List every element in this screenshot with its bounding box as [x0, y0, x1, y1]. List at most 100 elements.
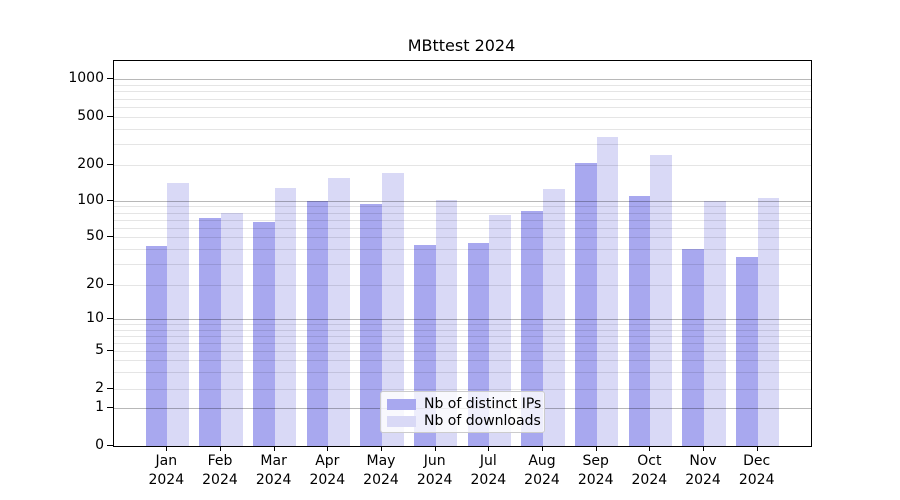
y-tick-mark: [107, 388, 113, 390]
y-tick-mark: [107, 406, 113, 408]
x-tick-label: Jul 2024: [470, 453, 507, 488]
chart-title: MBttest 2024: [407, 36, 516, 55]
x-tick-mark: [649, 446, 651, 451]
bar-ips-aug: [521, 211, 543, 446]
y-tick-label: 2: [95, 380, 104, 397]
x-tick-label: Dec 2024: [738, 453, 775, 488]
x-tick-mark: [542, 446, 543, 451]
bar-downloads-jul: [489, 214, 511, 446]
x-tick-mark: [219, 446, 221, 451]
gridline-minor: [114, 107, 811, 109]
gridline-minor: [114, 329, 811, 331]
bar-ips-nov: [682, 248, 705, 446]
y-tick-mark: [107, 350, 113, 351]
legend-item: Nb of distinct IPs: [387, 396, 542, 413]
y-tick-label: 5: [95, 342, 104, 358]
y-tick-label: 0: [95, 437, 104, 453]
gridline-minor: [114, 351, 811, 352]
gridline-minor: [114, 206, 811, 208]
legend-swatch-ips: [387, 399, 416, 410]
y-tick-label: 50: [86, 228, 104, 244]
gridline-major: [114, 319, 811, 321]
x-tick-label: Oct 2024: [631, 453, 668, 488]
gridline-minor: [114, 117, 811, 118]
y-tick-mark: [107, 318, 113, 320]
y-tick-label: 1000: [68, 70, 104, 87]
x-tick-label: Jun 2024: [416, 453, 453, 488]
y-tick-label: 10: [86, 310, 104, 327]
y-tick-mark: [107, 200, 113, 201]
bar-ips-sep: [575, 163, 597, 446]
x-tick-label: May 2024: [363, 453, 399, 488]
x-tick-label: Feb 2024: [202, 453, 238, 488]
bar-ips-feb: [199, 218, 221, 446]
bar-downloads-sep: [596, 137, 619, 446]
y-tick-mark: [107, 163, 113, 165]
x-tick-label: Apr 2024: [309, 453, 346, 488]
y-tick-label: 1: [95, 398, 104, 415]
bar-downloads-mar: [274, 188, 297, 446]
bar-downloads-aug: [543, 188, 565, 446]
y-tick-mark: [107, 236, 113, 237]
gridline-minor: [114, 342, 811, 344]
bar-downloads-jun: [435, 199, 458, 446]
gridline-minor: [114, 164, 811, 166]
plot-area: [113, 60, 812, 447]
x-tick-label: Sep 2024: [577, 453, 614, 488]
legend-label: Nb of downloads: [424, 413, 541, 429]
x-tick-mark: [595, 446, 597, 451]
y-tick-mark: [107, 284, 113, 285]
gridline-minor: [114, 389, 811, 391]
gridline-minor: [114, 285, 811, 286]
legend: Nb of distinct IPs Nb of downloads: [380, 391, 545, 433]
x-tick-mark: [327, 446, 329, 451]
gridline-major: [114, 79, 811, 81]
y-tick-mark: [107, 78, 113, 80]
x-tick-mark: [488, 446, 490, 451]
x-tick-label: Aug 2024: [524, 453, 560, 488]
legend-swatch-downloads: [387, 416, 416, 427]
gridline-minor: [114, 324, 811, 326]
gridline-minor: [114, 248, 811, 250]
x-tick-label: Mar 2024: [255, 453, 292, 488]
bar-downloads-oct: [650, 155, 672, 446]
x-tick-label: Jan 2024: [148, 453, 185, 488]
gridline-minor: [114, 237, 811, 238]
gridline-minor: [114, 212, 811, 214]
bar-downloads-may: [381, 173, 404, 446]
gridline-minor: [114, 219, 811, 221]
y-tick-label: 200: [77, 155, 104, 172]
y-tick-label: 20: [86, 276, 104, 292]
x-tick-mark: [166, 446, 168, 451]
bar-downloads-nov: [704, 201, 726, 446]
x-tick-mark: [380, 446, 382, 451]
y-tick-label: 500: [77, 108, 104, 124]
legend-item: Nb of downloads: [387, 413, 541, 430]
x-tick-mark: [756, 446, 758, 451]
bar-downloads-feb: [220, 212, 243, 446]
x-tick-mark: [703, 446, 705, 451]
x-tick-mark: [273, 446, 275, 451]
legend-label: Nb of distinct IPs: [424, 396, 542, 412]
bar-downloads-dec: [757, 198, 780, 446]
x-tick-mark: [434, 446, 436, 451]
bar-ips-apr: [306, 201, 329, 446]
y-tick-label: 100: [77, 192, 104, 208]
bar-downloads-jan: [167, 183, 189, 446]
bar-ips-oct: [628, 196, 651, 446]
bar-ips-jan: [145, 246, 168, 446]
gridline-minor: [114, 98, 811, 100]
y-tick-mark: [107, 116, 113, 117]
gridline-minor: [114, 85, 811, 87]
gridline-minor: [114, 335, 811, 337]
gridline-minor: [114, 263, 811, 265]
gridline-minor: [114, 227, 811, 229]
gridline-minor: [114, 372, 811, 374]
bar-ips-dec: [736, 257, 758, 446]
y-tick-mark: [107, 445, 113, 446]
x-tick-label: Nov 2024: [685, 453, 721, 488]
bar-ips-may: [360, 204, 382, 446]
gridline-minor: [114, 360, 811, 362]
bar-ips-mar: [253, 221, 275, 446]
